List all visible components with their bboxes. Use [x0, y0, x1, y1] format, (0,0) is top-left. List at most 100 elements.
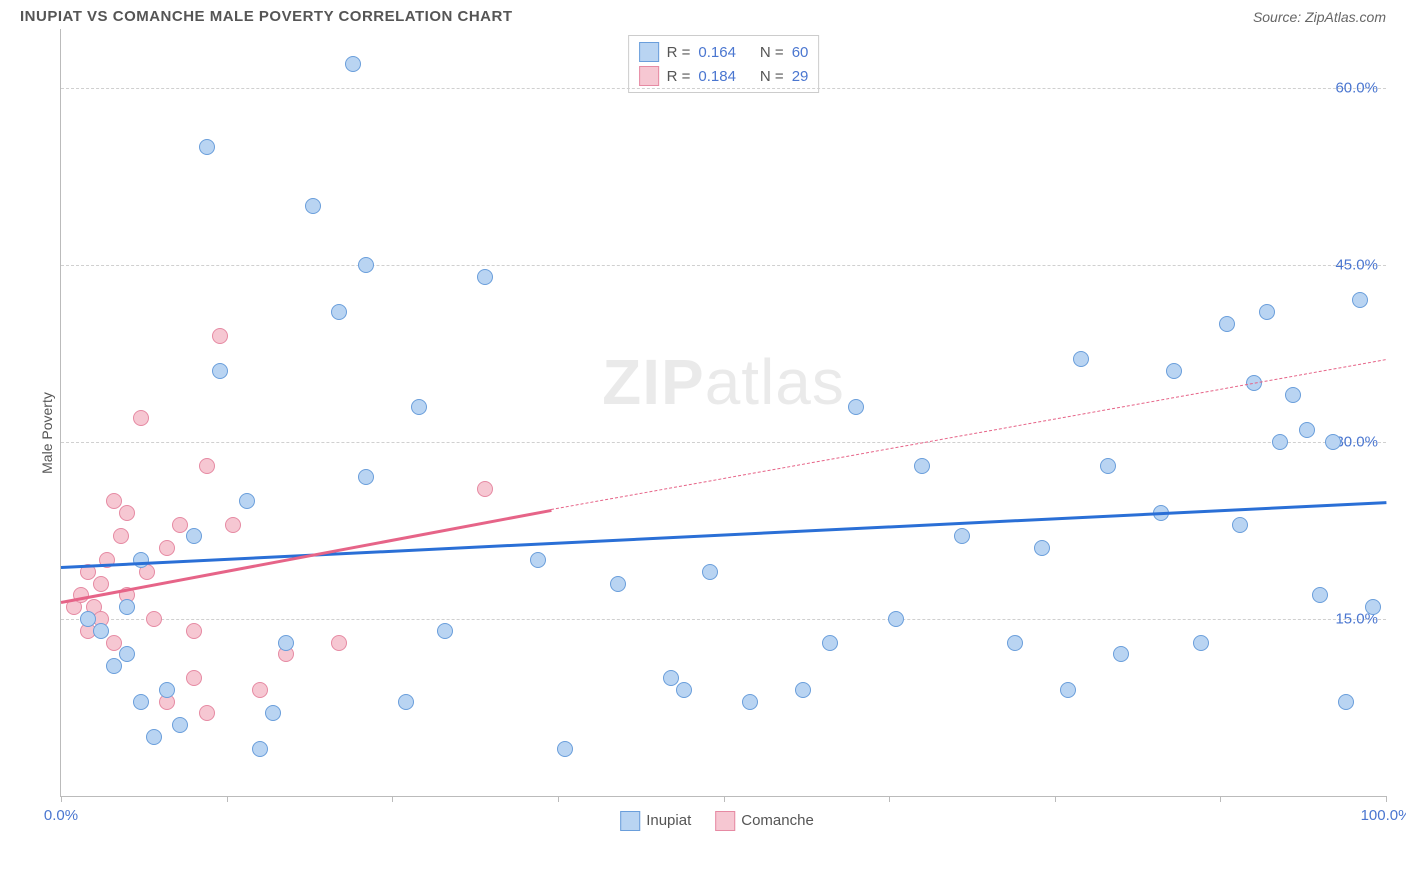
series-legend: Inupiat Comanche: [620, 811, 814, 831]
data-point-inupiat: [345, 56, 361, 72]
swatch-comanche: [715, 811, 735, 831]
data-point-inupiat: [795, 682, 811, 698]
swatch-inupiat: [639, 42, 659, 62]
x-tick-label: 100.0%: [1361, 807, 1406, 824]
data-point-inupiat: [212, 363, 228, 379]
data-point-inupiat: [848, 399, 864, 415]
x-tick: [1055, 796, 1056, 802]
data-point-inupiat: [172, 717, 188, 733]
data-point-comanche: [113, 528, 129, 544]
data-point-inupiat: [557, 741, 573, 757]
data-point-inupiat: [159, 682, 175, 698]
swatch-comanche: [639, 66, 659, 86]
data-point-inupiat: [133, 552, 149, 568]
data-point-inupiat: [278, 635, 294, 651]
y-axis-label: Male Poverty: [39, 392, 55, 474]
y-tick-label: 60.0%: [1335, 80, 1378, 97]
data-point-inupiat: [1034, 540, 1050, 556]
legend-item-inupiat: Inupiat: [620, 811, 691, 831]
data-point-inupiat: [742, 694, 758, 710]
data-point-inupiat: [954, 528, 970, 544]
data-point-inupiat: [305, 198, 321, 214]
data-point-comanche: [159, 540, 175, 556]
data-point-inupiat: [1193, 635, 1209, 651]
x-tick: [889, 796, 890, 802]
x-tick: [1220, 796, 1221, 802]
data-point-inupiat: [411, 399, 427, 415]
data-point-inupiat: [106, 658, 122, 674]
data-point-comanche: [477, 481, 493, 497]
data-point-inupiat: [199, 139, 215, 155]
data-point-inupiat: [676, 682, 692, 698]
legend-row-inupiat: R = 0.164 N = 60: [639, 40, 809, 64]
data-point-inupiat: [477, 269, 493, 285]
data-point-inupiat: [93, 623, 109, 639]
data-point-inupiat: [239, 493, 255, 509]
legend-item-comanche: Comanche: [715, 811, 814, 831]
data-point-inupiat: [1272, 434, 1288, 450]
data-point-inupiat: [1365, 599, 1381, 615]
data-point-inupiat: [1259, 304, 1275, 320]
trend-line: [61, 501, 1386, 569]
correlation-legend: R = 0.164 N = 60 R = 0.184 N = 29: [628, 35, 820, 93]
data-point-inupiat: [437, 623, 453, 639]
data-point-inupiat: [146, 729, 162, 745]
data-point-comanche: [93, 576, 109, 592]
data-point-comanche: [186, 623, 202, 639]
y-tick-label: 45.0%: [1335, 257, 1378, 274]
data-point-inupiat: [702, 564, 718, 580]
data-point-inupiat: [1325, 434, 1341, 450]
data-point-inupiat: [265, 705, 281, 721]
x-tick: [558, 796, 559, 802]
x-tick: [1386, 796, 1387, 802]
chart-header: INUPIAT VS COMANCHE MALE POVERTY CORRELA…: [0, 0, 1406, 29]
x-tick-label: 0.0%: [44, 807, 78, 824]
data-point-comanche: [212, 328, 228, 344]
trend-line-dashed: [551, 359, 1386, 510]
source-label: Source: ZipAtlas.com: [1253, 9, 1386, 25]
data-point-inupiat: [914, 458, 930, 474]
chart-container: Male Poverty ZIPatlas R = 0.164 N = 60 R…: [48, 29, 1386, 837]
data-point-inupiat: [133, 694, 149, 710]
watermark: ZIPatlas: [602, 345, 845, 419]
swatch-inupiat: [620, 811, 640, 831]
data-point-comanche: [199, 705, 215, 721]
data-point-inupiat: [1113, 646, 1129, 662]
data-point-comanche: [225, 517, 241, 533]
data-point-inupiat: [358, 257, 374, 273]
data-point-inupiat: [331, 304, 347, 320]
data-point-inupiat: [1166, 363, 1182, 379]
data-point-inupiat: [80, 611, 96, 627]
data-point-inupiat: [1352, 292, 1368, 308]
data-point-inupiat: [1312, 587, 1328, 603]
data-point-inupiat: [663, 670, 679, 686]
data-point-comanche: [106, 493, 122, 509]
legend-row-comanche: R = 0.184 N = 29: [639, 64, 809, 88]
data-point-inupiat: [1285, 387, 1301, 403]
data-point-inupiat: [1299, 422, 1315, 438]
data-point-inupiat: [1338, 694, 1354, 710]
gridline: [61, 265, 1386, 266]
x-tick: [61, 796, 62, 802]
data-point-inupiat: [358, 469, 374, 485]
x-tick: [227, 796, 228, 802]
data-point-comanche: [119, 505, 135, 521]
x-tick: [724, 796, 725, 802]
data-point-inupiat: [119, 599, 135, 615]
data-point-inupiat: [1060, 682, 1076, 698]
data-point-inupiat: [822, 635, 838, 651]
data-point-comanche: [172, 517, 188, 533]
plot-area: ZIPatlas R = 0.164 N = 60 R = 0.184 N = …: [60, 29, 1386, 797]
data-point-inupiat: [1232, 517, 1248, 533]
data-point-comanche: [186, 670, 202, 686]
gridline: [61, 442, 1386, 443]
data-point-comanche: [331, 635, 347, 651]
data-point-inupiat: [888, 611, 904, 627]
x-tick: [392, 796, 393, 802]
y-tick-label: 30.0%: [1335, 434, 1378, 451]
data-point-inupiat: [1100, 458, 1116, 474]
gridline: [61, 619, 1386, 620]
data-point-comanche: [252, 682, 268, 698]
data-point-comanche: [106, 635, 122, 651]
data-point-comanche: [133, 410, 149, 426]
